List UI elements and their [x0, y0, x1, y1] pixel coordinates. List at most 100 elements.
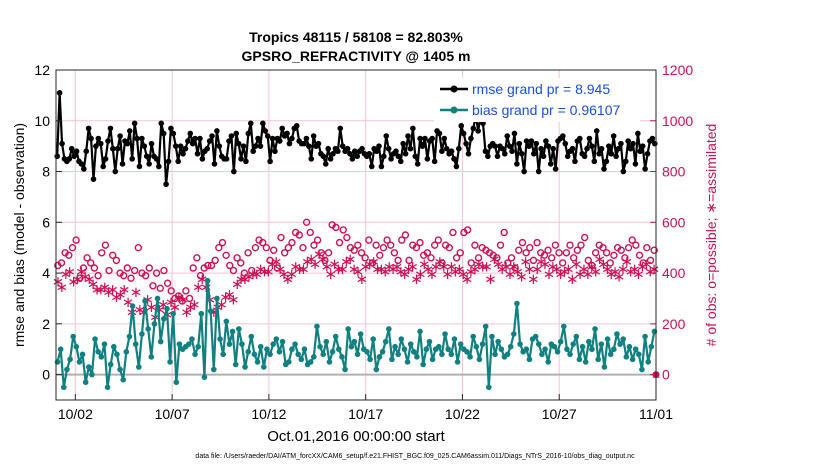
- obs-assimilated-point: ∗: [227, 290, 240, 308]
- obs-possible-point: [471, 241, 479, 249]
- rmse-point: [441, 135, 448, 142]
- obs-assimilated-point: ∗: [480, 257, 493, 275]
- obs-assimilated-point: ∗: [469, 260, 482, 278]
- rmse-point: [354, 153, 361, 160]
- obs-assimilated-point: ∗: [270, 252, 283, 270]
- rmse-point: [286, 140, 293, 147]
- obs-possible-point: [237, 259, 245, 267]
- rmse-point: [177, 143, 184, 149]
- obs-possible-point: [354, 241, 362, 249]
- bias-point: [339, 354, 345, 360]
- obs-assimilated-point: ∗: [398, 265, 411, 283]
- x-tick-label: 11/01: [639, 406, 673, 422]
- bias-point: [357, 331, 364, 337]
- rmse-point: [564, 153, 571, 160]
- obs-possible-point: [430, 241, 439, 249]
- bias-point: [248, 333, 255, 340]
- rmse-point: [402, 150, 409, 157]
- rmse-point: [189, 140, 196, 147]
- bias-point: [382, 338, 389, 345]
- rmse-point: [156, 163, 162, 170]
- obs-possible-point: [76, 274, 84, 282]
- obs-possible-point: [580, 233, 589, 242]
- obs-possible-point: [79, 264, 88, 272]
- obs-assimilated-point: ∗: [430, 257, 443, 275]
- obs-possible-point: [193, 254, 201, 262]
- obs-possible-point: [240, 269, 249, 277]
- bias-point: [645, 359, 651, 365]
- obs-possible-point: [321, 256, 329, 265]
- obs-assimilated-point: ∗: [426, 265, 439, 283]
- bias-point: [342, 366, 348, 373]
- rmse-point: [465, 150, 472, 157]
- obs-assimilated-point: ∗: [172, 288, 185, 306]
- bias-point: [417, 328, 423, 335]
- legend-bias-marker: [450, 106, 458, 114]
- rmse-point: [550, 145, 556, 152]
- rmse-point: [460, 130, 467, 137]
- legend-bias-label: bias grand pr = 0.96107: [472, 102, 620, 118]
- obs-assimilated-point: ∗: [539, 255, 552, 273]
- rmse-point: [250, 148, 256, 155]
- bias-point: [239, 341, 245, 347]
- bias-point: [142, 298, 148, 304]
- rmse-point: [339, 143, 346, 149]
- obs-assimilated-point: ∗: [402, 260, 415, 278]
- obs-assimilated-point: ∗: [562, 260, 575, 278]
- rmse-point: [518, 150, 525, 157]
- obs-assimilated-point: ∗: [282, 270, 295, 288]
- rmse-point: [635, 130, 641, 137]
- rmse-point: [322, 161, 329, 167]
- bias-point: [311, 354, 317, 360]
- bias-point: [404, 359, 411, 365]
- rmse-point: [562, 140, 569, 147]
- bias-point: [567, 351, 573, 358]
- bias-point: [295, 351, 301, 358]
- bias-point: [104, 384, 111, 391]
- obs-possible-point: [207, 261, 216, 270]
- obs-assimilated-point: ∗: [219, 288, 232, 306]
- rmse-point: [245, 130, 252, 137]
- rmse-point: [351, 148, 358, 155]
- rmse-point: [148, 140, 155, 147]
- bias-point: [270, 341, 276, 347]
- bias-point: [401, 346, 408, 353]
- rmse-point: [368, 163, 375, 170]
- obs-possible-point: [324, 249, 333, 257]
- chart-subtitle: GPSRO_REFRACTIVITY @ 1405 m: [242, 48, 471, 64]
- bias-point: [448, 351, 455, 358]
- obs-assimilated-point: ∗: [601, 260, 614, 278]
- legend-rmse-label: rmse grand pr = 8.945: [472, 81, 610, 97]
- rmse-point: [417, 135, 423, 142]
- obs-assimilated-point: ∗: [566, 270, 579, 288]
- obs-assimilated-point: ∗: [609, 263, 622, 281]
- rmse-point: [499, 145, 506, 152]
- bias-point: [82, 379, 89, 386]
- rmse-point: [501, 150, 508, 157]
- obs-assimilated-point: ∗: [504, 265, 517, 283]
- rmse-point: [134, 135, 140, 142]
- rmse-point: [560, 133, 566, 139]
- rmse-point: [276, 138, 283, 144]
- bias-point: [201, 374, 208, 380]
- y-axis-label-left: rmse and bias (model - observation): [11, 123, 27, 347]
- obs-possible-point: [650, 246, 658, 254]
- rmse-point: [85, 125, 92, 132]
- obs-possible-point: [156, 284, 164, 293]
- obs-possible-point: [259, 238, 267, 247]
- bias-point: [495, 338, 501, 345]
- y-tick-label-right: 400: [662, 265, 686, 281]
- bias-point: [207, 308, 214, 314]
- rmse-point: [293, 123, 300, 129]
- bias-point: [336, 346, 342, 353]
- rmse-point: [247, 120, 254, 127]
- bias-point: [504, 351, 511, 358]
- rmse-point: [306, 143, 312, 149]
- obs-possible-point: [372, 241, 380, 249]
- bias-point: [204, 277, 211, 284]
- rmse-point: [596, 150, 602, 157]
- rmse-point: [618, 140, 624, 147]
- bias-point: [592, 326, 598, 332]
- obs-assimilated-point: ∗: [375, 260, 388, 278]
- bias-point: [367, 356, 373, 363]
